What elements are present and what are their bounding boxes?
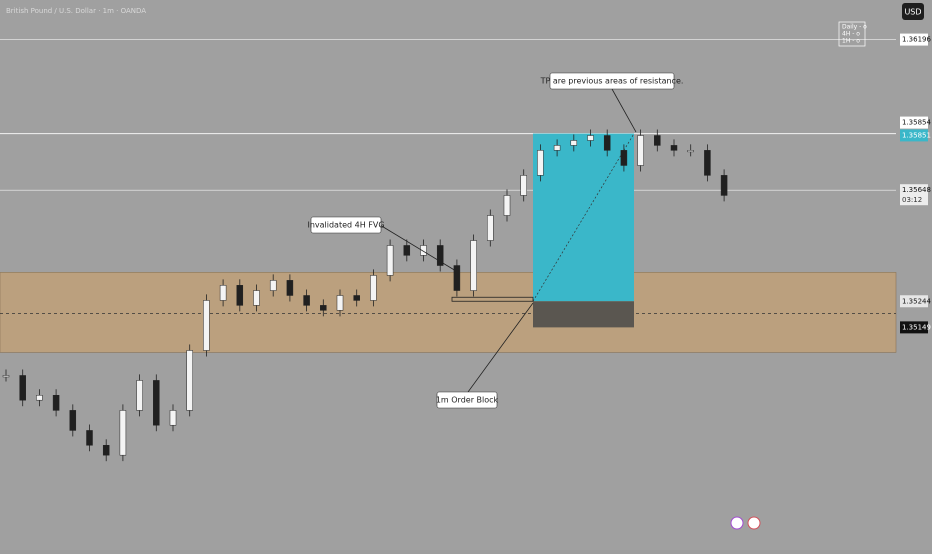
candle-body — [269, 280, 277, 291]
candle-body — [336, 295, 344, 311]
legend-box — [838, 21, 866, 47]
annotation-box — [310, 216, 382, 234]
annotation-box — [436, 391, 498, 409]
stop-box — [533, 301, 634, 328]
annotation: Invalidated 4H FVG — [307, 221, 384, 230]
candle-body — [102, 445, 110, 456]
symbol: British Pound / U.S. Dollar · 1m · OANDA — [6, 7, 146, 15]
candle-body — [236, 285, 244, 306]
price-label-box — [900, 33, 928, 46]
price-label-box — [900, 184, 928, 197]
currency-box — [902, 3, 924, 20]
candle-body — [654, 135, 661, 146]
candle-body — [69, 410, 77, 431]
price-label: 1.35648 — [902, 186, 931, 194]
candle-body — [153, 380, 160, 426]
candle-body — [436, 245, 444, 266]
candle-body — [487, 215, 494, 241]
price-label-box — [900, 116, 928, 129]
event-icon[interactable] — [730, 516, 744, 530]
candle-body — [403, 245, 411, 256]
candle-body — [670, 145, 678, 151]
candle-body — [704, 150, 711, 176]
candle-body — [203, 300, 210, 351]
candle-body — [353, 295, 360, 301]
legend-item: Daily - o — [842, 24, 867, 31]
candle-body — [720, 175, 728, 196]
currency: USD — [904, 8, 921, 17]
candle-body — [603, 135, 611, 151]
price-label-box — [900, 129, 928, 142]
plot-area — [0, 39, 897, 462]
candle-body — [2, 375, 10, 378]
candle-body — [553, 145, 561, 151]
fvg-box — [451, 296, 534, 302]
candle-body — [52, 395, 60, 411]
order-block-zone — [0, 272, 897, 353]
candle-body — [169, 410, 177, 426]
countdown-box — [900, 195, 928, 206]
annotation: TP are previous areas of resistance. — [540, 77, 684, 86]
candle-body — [637, 135, 644, 166]
candle-body — [19, 375, 26, 401]
candle-body — [537, 150, 544, 176]
candle-body — [36, 395, 43, 401]
price-label: 1.36196 — [902, 36, 931, 44]
legend-item: 1H - o — [842, 38, 860, 45]
countdown: 03:12 — [902, 196, 922, 204]
candle-body — [453, 265, 461, 291]
candle-body — [136, 380, 143, 411]
candle-body — [320, 305, 327, 311]
annotation-arrow — [379, 224, 457, 272]
legend-item: 4H - o — [842, 31, 860, 38]
candle-body — [186, 350, 193, 411]
candle-body — [286, 280, 294, 296]
candle-body — [503, 195, 511, 216]
price-label: 1.35244 — [902, 297, 931, 305]
annotation-arrow — [611, 88, 637, 133]
annotation-box — [549, 72, 675, 90]
candle-body — [420, 245, 427, 256]
candle-body — [370, 275, 377, 301]
price-label-box — [900, 321, 928, 334]
candle-body — [253, 290, 260, 306]
candle-body — [86, 430, 93, 446]
trade-path — [532, 133, 635, 302]
candle-body — [386, 245, 394, 276]
candle-body — [620, 150, 628, 166]
event-icon[interactable] — [747, 516, 761, 530]
annotation-arrow — [467, 302, 534, 393]
price-label: 1.35149 — [902, 323, 931, 331]
candle-body — [119, 410, 127, 456]
candle-body — [520, 175, 527, 196]
annotation: 1m Order Block — [436, 396, 499, 405]
price-label: 1.35851 — [902, 131, 931, 139]
price-label: 1.35854 — [902, 119, 931, 127]
candle-body — [219, 285, 227, 301]
candle-body — [470, 240, 477, 291]
candle-body — [570, 140, 578, 146]
candle-body — [303, 295, 310, 306]
candle-body — [687, 150, 694, 153]
price-label-box — [900, 295, 928, 308]
candle-body — [587, 135, 594, 141]
